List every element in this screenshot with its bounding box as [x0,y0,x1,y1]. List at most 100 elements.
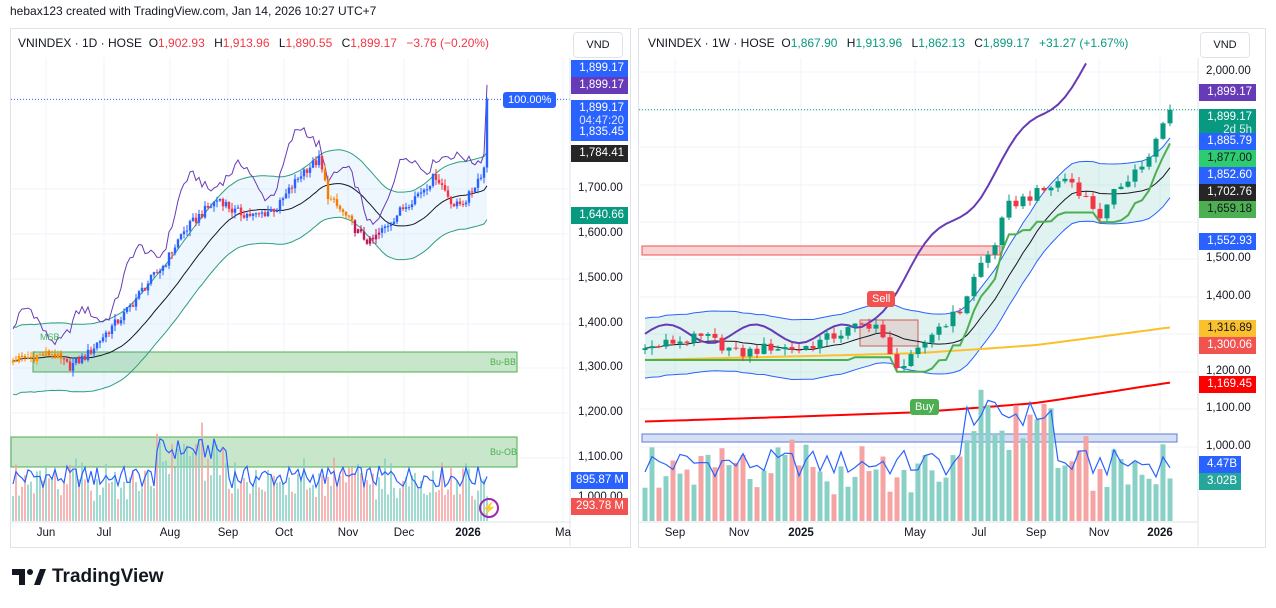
volume-bar [120,487,122,521]
volume-bar [327,476,329,521]
volume-bar [396,498,398,521]
volume-bar [45,465,47,521]
candle [461,204,465,206]
volume-bar [39,470,41,521]
badge-value: 1,852.60 [1207,169,1252,181]
time-tick: 2025 [788,527,814,539]
volume-bar [111,481,113,521]
candle [428,185,432,190]
candle [1041,188,1047,191]
left-currency-button[interactable]: VND [573,32,623,58]
buy-signal[interactable]: Buy [910,399,939,415]
badge-value: 1,899.17 [579,79,624,91]
chart-caption: hebax123 created with TradingView.com, J… [10,4,377,18]
volume-bar [48,478,50,521]
price-tick: 1,500.00 [1206,252,1251,264]
candle [107,332,111,334]
time-tick: Oct [275,527,293,539]
candle [26,357,30,359]
candle [188,220,192,231]
candle [326,180,330,200]
volume-bar [33,493,35,521]
candle [53,354,57,359]
candle [964,296,970,314]
candle [332,198,336,200]
volume-bar [321,475,323,521]
candle [293,179,297,189]
badge-value: 1,899.17 [579,62,624,74]
volume-bar [733,462,739,521]
badge-value: 1,169.45 [1207,378,1252,390]
candle [260,212,264,214]
candle [999,217,1005,246]
candle [200,214,204,218]
candle [485,99,489,168]
moving-average-line [644,167,1171,351]
volume-bar [393,487,395,521]
volume-bar [90,490,92,521]
candle [1062,178,1068,182]
candle [104,332,108,338]
volume-bar [318,473,320,521]
volume-bar [174,467,176,521]
volume-bar [264,491,266,521]
volume-bar [168,473,170,521]
candle [691,333,697,343]
price-tick: 1,400.00 [1206,290,1251,302]
volume-bar [369,484,371,521]
candle [467,191,471,203]
candle [413,196,417,205]
volume-bar [309,487,311,521]
candle [167,252,171,266]
volume-bar [894,477,900,521]
volume-bar [474,499,476,521]
bollinger-lower-line [644,197,1171,381]
time-tick: Dec [393,527,415,539]
volume-bar [363,486,365,521]
candle [824,333,830,340]
volume-bar [964,440,970,521]
price-badge: 1,169.45 [1199,376,1256,393]
candle [341,209,345,212]
sell-signal[interactable]: Sell [867,291,896,307]
price-tick: 1,200.00 [578,406,623,418]
volume-bar [405,476,407,521]
right-currency-button[interactable]: VND [1200,32,1250,58]
left-open: 1,902.93 [158,36,205,50]
candle [1083,195,1089,197]
candle [434,174,438,180]
lightning-icon[interactable]: ⚡ [479,498,499,518]
volume-bar [267,470,269,521]
volume-bar [27,484,29,521]
tradingview-logo[interactable]: TradingView [12,566,164,588]
volume-bar [642,487,648,521]
time-tick: Sep [1025,527,1047,539]
candle [684,341,690,343]
volume-bar [180,454,182,521]
volume-bar [339,475,341,521]
candle [1069,178,1075,183]
volume-bar [57,489,59,521]
candle [365,239,369,244]
candle [1139,166,1145,170]
price-badge: 1,877.00 [1199,150,1256,167]
candle [317,155,321,166]
candle [407,207,411,209]
volume-bar [336,485,338,521]
volume-bar [1146,478,1152,521]
candle [719,337,725,351]
volume-bar [838,466,844,521]
volume-bar [291,491,293,521]
candle [831,333,837,339]
candle [227,201,231,209]
volume-bar [1027,414,1033,521]
candle [733,347,739,349]
candle [1118,186,1124,190]
volume-bar [66,484,68,521]
candle [257,213,261,215]
volume-bar [936,481,942,521]
volume-bar [237,488,239,521]
volume-bar [712,467,718,521]
candle [1097,208,1103,219]
